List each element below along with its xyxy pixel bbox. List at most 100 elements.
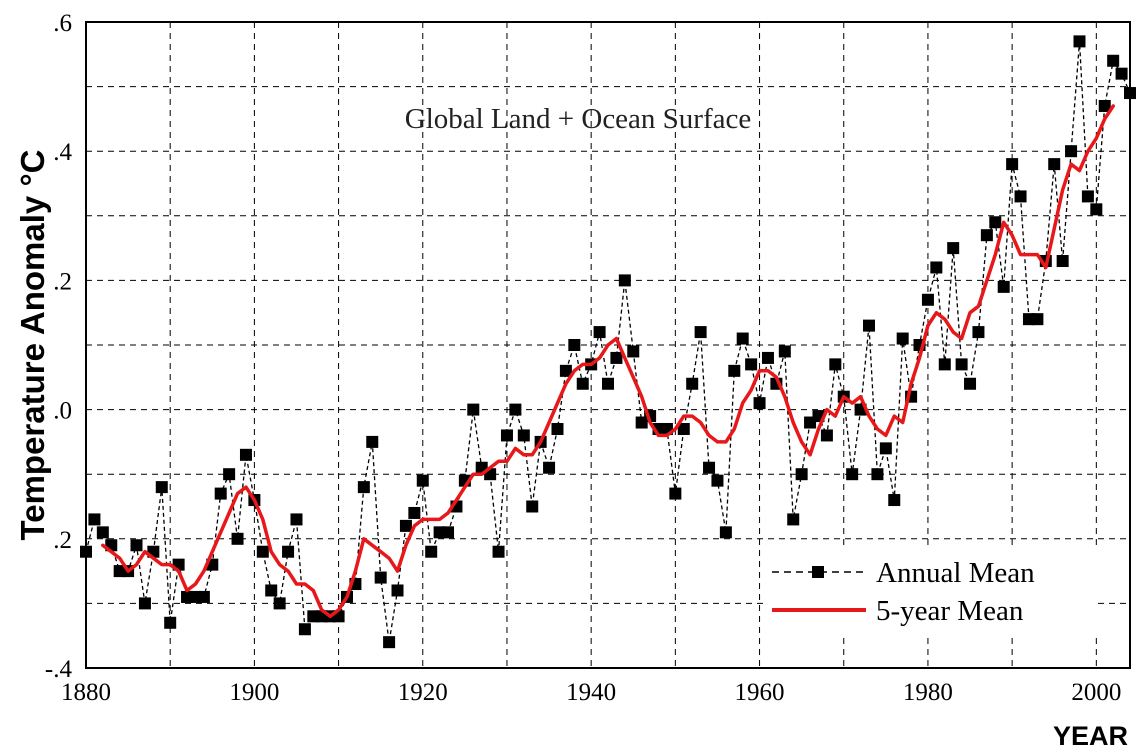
- annual-mean-point: [425, 545, 438, 558]
- x-tick-label: 1880: [61, 679, 111, 706]
- annual-mean-point: [980, 229, 993, 242]
- annual-mean-point: [930, 261, 943, 274]
- annual-mean-point: [374, 571, 387, 584]
- legend-annual-marker: [812, 566, 824, 578]
- annual-mean-point: [164, 616, 177, 629]
- legend-annual-label: Annual Mean: [876, 557, 1035, 589]
- annual-mean-point: [947, 242, 960, 255]
- annual-mean-point: [938, 358, 951, 371]
- y-axis-label: Temperature Anomaly °C: [14, 150, 51, 541]
- annual-mean-point: [1073, 35, 1086, 48]
- y-tick-label: .6: [53, 10, 72, 37]
- annual-mean-point: [366, 435, 379, 448]
- legend-background: [768, 546, 1098, 636]
- annual-mean-point: [559, 364, 572, 377]
- annual-mean-point: [273, 597, 286, 610]
- annual-mean-point: [96, 526, 109, 539]
- annual-mean-point: [610, 351, 623, 364]
- annual-mean-point: [719, 526, 732, 539]
- legend: Annual Mean 5-year Mean: [768, 546, 1098, 636]
- x-tick-label: 1900: [229, 679, 279, 706]
- y-tick-label: .2: [53, 268, 72, 295]
- annual-mean-point: [787, 513, 800, 526]
- annual-mean-point: [408, 506, 421, 519]
- annual-mean-point: [1006, 158, 1019, 171]
- annual-mean-point: [357, 481, 370, 494]
- annual-mean-point: [896, 332, 909, 345]
- annual-mean-point: [526, 500, 539, 513]
- annual-mean-point: [442, 526, 455, 539]
- annual-mean-point: [964, 377, 977, 390]
- y-tick-label: .4: [53, 139, 72, 166]
- annual-mean-point: [627, 345, 640, 358]
- series-annual-mean: [80, 35, 1136, 649]
- legend-five-year-label: 5-year Mean: [876, 595, 1024, 627]
- annual-mean-point: [618, 274, 631, 287]
- chart-title: Global Land + Ocean Surface: [405, 103, 752, 135]
- annual-mean-point: [1014, 190, 1027, 203]
- annual-mean-point: [711, 474, 724, 487]
- annual-mean-point: [551, 422, 564, 435]
- annual-mean-point: [728, 364, 741, 377]
- annual-mean-point: [88, 513, 101, 526]
- annual-mean-point: [871, 468, 884, 481]
- annual-mean-point: [745, 358, 758, 371]
- x-tick-label: 1940: [566, 679, 616, 706]
- annual-mean-point: [80, 545, 92, 558]
- annual-mean-point: [669, 487, 682, 500]
- annual-mean-point: [778, 345, 791, 358]
- annual-mean-point: [1098, 99, 1111, 112]
- annual-mean-point: [1124, 87, 1136, 100]
- annual-mean-point: [543, 461, 556, 474]
- annual-mean-point: [602, 377, 614, 390]
- y-tick-label: .0: [53, 398, 72, 425]
- annual-mean-point: [863, 319, 875, 332]
- annual-mean-point: [997, 280, 1010, 293]
- annual-mean-point: [138, 597, 151, 610]
- x-axis-label: YEAR: [1053, 721, 1128, 750]
- annual-mean-line: [85, 41, 1131, 643]
- annual-mean-point: [736, 332, 749, 345]
- x-tick-label: 1920: [398, 679, 448, 706]
- annual-mean-point: [703, 461, 716, 474]
- annual-mean-point: [753, 397, 766, 410]
- series-five-year-mean: [101, 104, 1115, 619]
- annual-mean-point: [1065, 145, 1078, 158]
- annual-mean-point: [989, 216, 1002, 229]
- annual-mean-point: [1031, 313, 1044, 326]
- x-tick-label: 2000: [1071, 679, 1121, 706]
- annual-mean-point: [239, 448, 252, 461]
- annual-mean-point: [795, 468, 808, 481]
- annual-mean-point: [500, 429, 513, 442]
- annual-mean-point: [223, 468, 236, 481]
- annual-mean-point: [214, 487, 227, 500]
- annual-mean-point: [509, 403, 522, 416]
- x-tick-label: 1960: [735, 679, 785, 706]
- annual-mean-point: [155, 481, 168, 494]
- annual-mean-point: [888, 494, 901, 507]
- annual-mean-point: [265, 584, 278, 597]
- annual-mean-point: [1081, 190, 1094, 203]
- annual-mean-point: [290, 513, 303, 526]
- annual-mean-point: [399, 519, 412, 532]
- annual-mean-point: [130, 539, 143, 552]
- annual-mean-point: [231, 532, 244, 545]
- annual-mean-point: [416, 474, 429, 487]
- annual-mean-point: [256, 545, 269, 558]
- five-year-mean-line: [101, 104, 1115, 619]
- annual-mean-point: [383, 636, 396, 649]
- annual-mean-point: [694, 326, 707, 339]
- annual-mean-point: [1115, 67, 1128, 80]
- y-axis-ticks: .6 .4 .2 .0 .2 -.4: [45, 10, 73, 683]
- annual-mean-point: [921, 293, 934, 306]
- annual-mean-point: [686, 377, 699, 390]
- annual-mean-point: [197, 590, 210, 603]
- annual-mean-point: [1048, 158, 1061, 171]
- annual-mean-point: [467, 403, 480, 416]
- x-axis-ticks: 1880 1900 1920 1940 1960 1980 2000: [61, 679, 1121, 706]
- annual-mean-point: [298, 623, 311, 636]
- y-tick-label: .2: [53, 527, 72, 554]
- annual-mean-point: [282, 545, 295, 558]
- annual-mean-point: [879, 442, 892, 455]
